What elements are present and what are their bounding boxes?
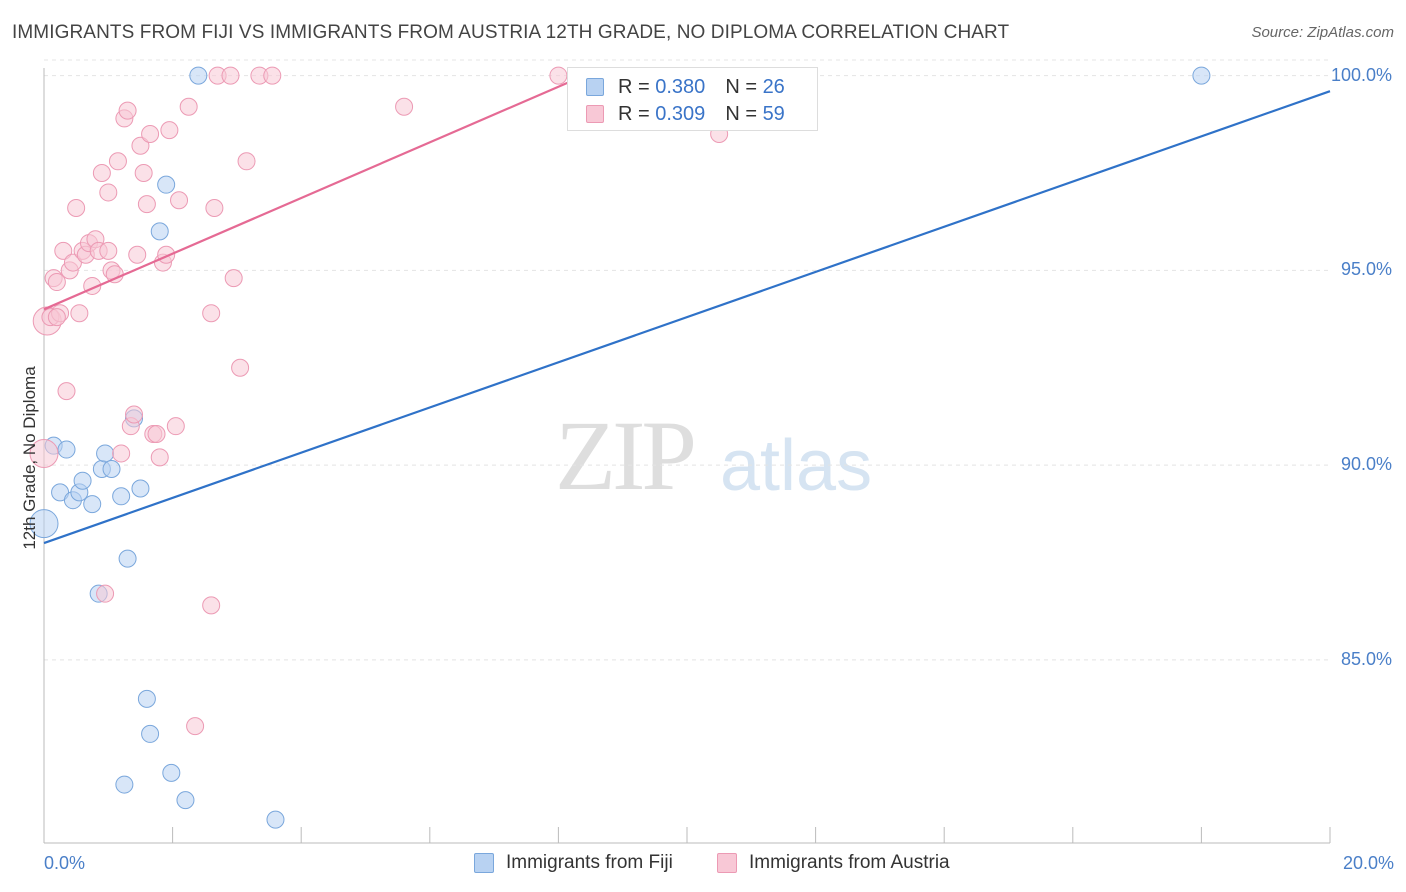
fiji-swatch xyxy=(586,78,604,96)
austria-point xyxy=(150,448,169,467)
austria-point xyxy=(108,152,127,171)
austria-point xyxy=(202,304,221,323)
austria-legend-label: Immigrants from Austria xyxy=(749,852,950,873)
austria-point xyxy=(205,199,224,218)
fiji-point xyxy=(157,175,176,194)
x-tick-label-min: 0.0% xyxy=(44,853,86,873)
fiji-point xyxy=(1192,66,1211,85)
stats-legend: R = 0.380 N = 26 R = 0.309 N = 59 xyxy=(567,67,818,131)
austria-point xyxy=(118,101,137,120)
fiji-point xyxy=(73,471,92,490)
austria-point xyxy=(99,183,118,202)
legend-row-fiji: R = 0.380 N = 26 xyxy=(586,73,785,101)
legend-row-austria: R = 0.309 N = 59 xyxy=(586,100,785,128)
trend-lines xyxy=(43,74,1331,545)
austria-point xyxy=(395,97,414,116)
austria-point xyxy=(67,199,86,218)
watermark-atlas: atlas xyxy=(720,426,873,506)
fiji-point xyxy=(266,810,285,829)
austria-point xyxy=(112,444,131,463)
austria-point xyxy=(131,136,150,155)
chart-title: IMMIGRANTS FROM FIJI VS IMMIGRANTS FROM … xyxy=(12,22,1010,43)
austria-point xyxy=(166,417,185,436)
austria-point xyxy=(70,304,89,323)
chart-source: Source: ZipAtlas.com xyxy=(1251,24,1394,41)
austria-point xyxy=(29,438,59,468)
y-tick-label: 85.0% xyxy=(1340,648,1392,669)
austria-point xyxy=(549,66,568,85)
fiji-point xyxy=(131,479,150,498)
austria-point xyxy=(160,121,179,140)
austria-point xyxy=(134,163,153,182)
austria-point xyxy=(237,152,256,171)
fiji-point xyxy=(83,495,102,514)
austria-point xyxy=(128,245,147,264)
fiji-point xyxy=(118,549,137,568)
fiji-point xyxy=(141,724,160,743)
legend-item-austria[interactable]: Immigrants from Austria xyxy=(717,852,950,874)
x-tick-label-max: 20.0% xyxy=(1342,853,1394,873)
austria-point xyxy=(137,195,156,214)
fiji-point xyxy=(176,791,195,810)
fiji-point xyxy=(57,440,76,459)
austria-point xyxy=(47,308,66,327)
austria-point xyxy=(186,717,205,736)
austria-point xyxy=(263,66,282,85)
legend-r-label: R = xyxy=(618,102,650,125)
austria-point xyxy=(96,584,115,603)
fiji-point xyxy=(102,460,121,479)
austria-point xyxy=(231,358,250,377)
austria-legend-swatch xyxy=(717,853,737,873)
austria-point xyxy=(47,273,66,292)
y-tick-label: 90.0% xyxy=(1340,454,1392,475)
fiji-point xyxy=(189,66,208,85)
fiji-r-value: 0.380 xyxy=(655,75,706,98)
fiji-point xyxy=(162,763,181,782)
austria-point xyxy=(99,241,118,260)
austria-point xyxy=(202,596,221,615)
fiji-legend-label: Immigrants from Fiji xyxy=(506,852,673,873)
legend-n-label: N = xyxy=(725,75,757,98)
y-tick-label: 95.0% xyxy=(1340,259,1392,280)
y-axis-label: 12th Grade, No Diploma xyxy=(20,366,39,550)
legend-n-label: N = xyxy=(725,102,757,125)
fiji-point xyxy=(150,222,169,241)
fiji-trend-line xyxy=(43,90,1331,545)
austria-swatch xyxy=(586,105,604,123)
y-tick-label: 100.0% xyxy=(1330,64,1392,85)
fiji-legend-swatch xyxy=(474,853,494,873)
austria-point xyxy=(92,163,111,182)
austria-point xyxy=(141,125,160,144)
legend-r-label: R = xyxy=(618,75,650,98)
austria-point xyxy=(125,405,144,424)
austria-point xyxy=(170,191,189,210)
watermark-zip: ZIP xyxy=(555,400,697,511)
austria-point xyxy=(179,97,198,116)
axes xyxy=(43,68,1331,844)
austria-r-value: 0.309 xyxy=(655,102,706,125)
fiji-point xyxy=(115,775,134,794)
austria-points xyxy=(29,66,729,736)
austria-point xyxy=(224,269,243,288)
fiji-n-value: 26 xyxy=(762,75,785,98)
austria-n-value: 59 xyxy=(762,102,785,125)
austria-point xyxy=(221,66,240,85)
fiji-point xyxy=(137,689,156,708)
austria-point xyxy=(54,241,73,260)
austria-point xyxy=(57,382,76,401)
fiji-points xyxy=(29,66,1211,829)
fiji-point xyxy=(29,509,59,539)
fiji-point xyxy=(96,444,115,463)
legend-item-fiji[interactable]: Immigrants from Fiji xyxy=(474,852,673,874)
austria-point xyxy=(147,424,166,443)
fiji-point xyxy=(112,487,131,506)
austria-trend-line xyxy=(43,74,585,311)
